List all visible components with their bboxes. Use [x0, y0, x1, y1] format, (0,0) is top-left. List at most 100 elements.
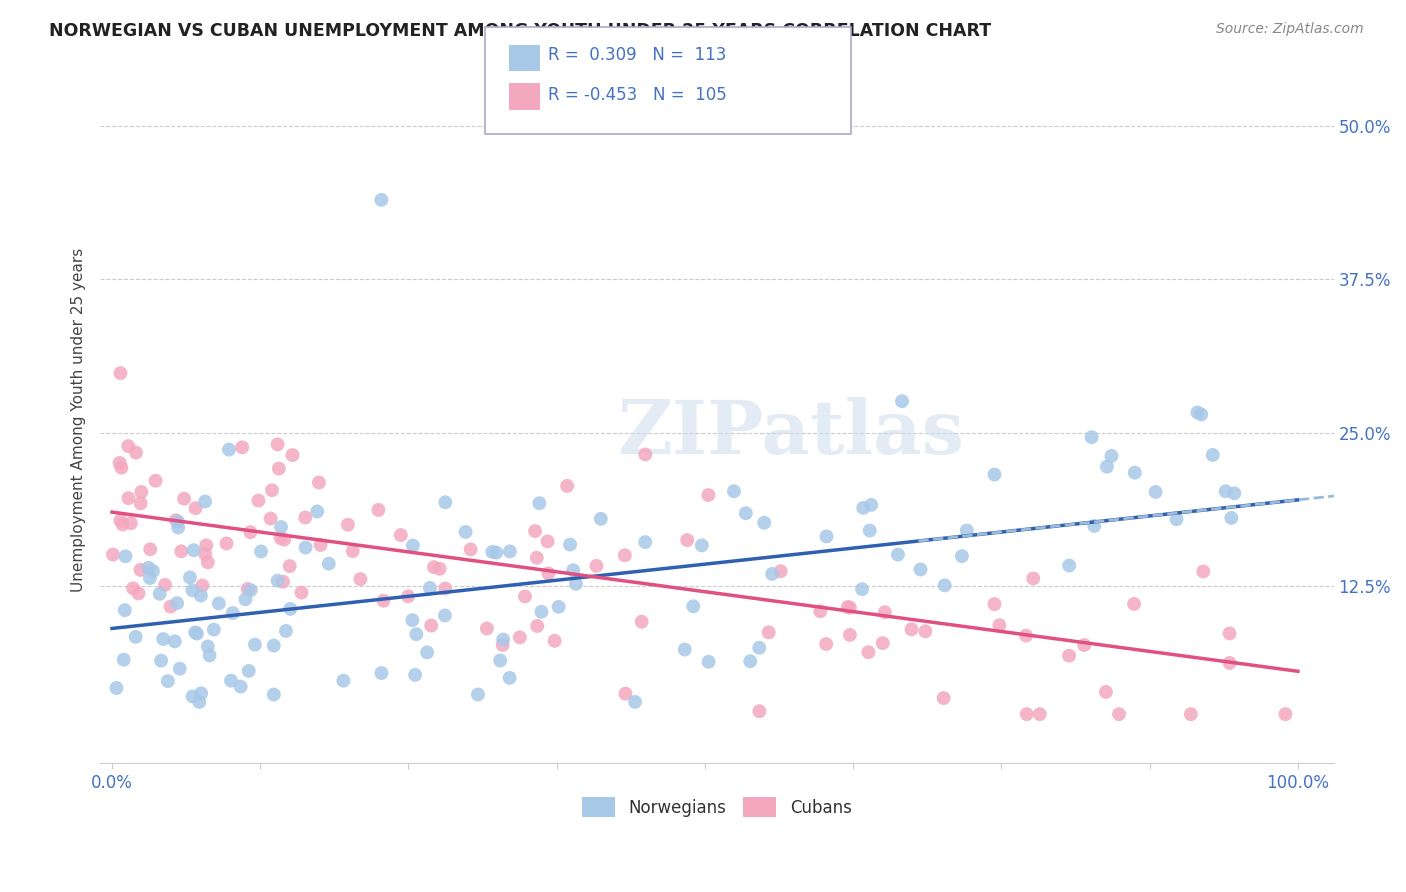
- Point: [558, 538, 581, 552]
- Point: [402, 539, 425, 553]
- Point: [389, 528, 412, 542]
- Point: [166, 596, 188, 610]
- Point: [194, 494, 217, 508]
- Point: [105, 681, 128, 695]
- Point: [197, 640, 219, 654]
- Point: [485, 546, 508, 560]
- Point: [1223, 486, 1246, 500]
- Point: [838, 600, 860, 615]
- Point: [170, 544, 193, 558]
- Point: [373, 593, 395, 607]
- Point: [1083, 519, 1105, 533]
- Point: [630, 615, 652, 629]
- Point: [530, 605, 553, 619]
- Point: [114, 603, 136, 617]
- Point: [956, 524, 979, 538]
- Point: [266, 574, 288, 588]
- Point: [349, 572, 371, 586]
- Point: [101, 548, 124, 562]
- Point: [983, 597, 1005, 611]
- Point: [697, 655, 720, 669]
- Point: [1274, 707, 1296, 722]
- Point: [150, 654, 173, 668]
- Point: [634, 535, 657, 549]
- Point: [761, 566, 783, 581]
- Point: [1108, 707, 1130, 722]
- Point: [215, 536, 238, 550]
- Point: [163, 634, 186, 648]
- Legend: Norwegians, Cubans: Norwegians, Cubans: [575, 791, 859, 823]
- Point: [117, 439, 139, 453]
- Point: [396, 590, 419, 604]
- Point: [332, 673, 354, 688]
- Point: [887, 548, 910, 562]
- Point: [932, 691, 955, 706]
- Point: [697, 488, 720, 502]
- Text: R =  0.309   N =  113: R = 0.309 N = 113: [548, 46, 727, 64]
- Point: [307, 504, 329, 518]
- Point: [122, 582, 145, 596]
- Point: [547, 599, 569, 614]
- Point: [416, 645, 439, 659]
- Point: [165, 513, 187, 527]
- Point: [156, 674, 179, 689]
- Point: [278, 602, 301, 616]
- Point: [555, 479, 578, 493]
- Point: [124, 630, 146, 644]
- Point: [429, 562, 451, 576]
- Point: [873, 605, 896, 619]
- Point: [748, 704, 770, 718]
- Point: [153, 578, 176, 592]
- Point: [266, 437, 288, 451]
- Point: [815, 637, 838, 651]
- Point: [183, 543, 205, 558]
- Point: [190, 589, 212, 603]
- Point: [1187, 405, 1209, 419]
- Point: [263, 688, 285, 702]
- Point: [723, 484, 745, 499]
- Point: [851, 582, 873, 596]
- Point: [336, 517, 359, 532]
- Point: [195, 538, 218, 552]
- Point: [273, 533, 295, 547]
- Point: [138, 561, 160, 575]
- Point: [433, 608, 456, 623]
- Point: [815, 529, 838, 543]
- Point: [1095, 685, 1118, 699]
- Point: [754, 516, 776, 530]
- Point: [120, 516, 142, 531]
- Point: [900, 622, 922, 636]
- Point: [891, 394, 914, 409]
- Point: [1099, 449, 1122, 463]
- Point: [690, 538, 713, 552]
- Point: [128, 586, 150, 600]
- Point: [129, 563, 152, 577]
- Point: [614, 687, 637, 701]
- Point: [218, 442, 240, 457]
- Point: [142, 564, 165, 578]
- Point: [184, 501, 207, 516]
- Point: [149, 587, 172, 601]
- Point: [852, 500, 875, 515]
- Point: [419, 581, 441, 595]
- Point: [860, 498, 883, 512]
- Point: [676, 533, 699, 547]
- Point: [236, 582, 259, 596]
- Point: [139, 542, 162, 557]
- Point: [1057, 558, 1080, 573]
- Point: [110, 366, 132, 380]
- Point: [1215, 484, 1237, 499]
- Point: [529, 496, 551, 510]
- Point: [294, 541, 316, 555]
- Point: [181, 583, 204, 598]
- Point: [139, 571, 162, 585]
- Point: [624, 695, 647, 709]
- Point: [271, 574, 294, 589]
- Point: [543, 633, 565, 648]
- Point: [125, 445, 148, 459]
- Point: [1192, 565, 1215, 579]
- Point: [131, 485, 153, 500]
- Point: [1022, 571, 1045, 585]
- Point: [769, 564, 792, 578]
- Point: [872, 636, 894, 650]
